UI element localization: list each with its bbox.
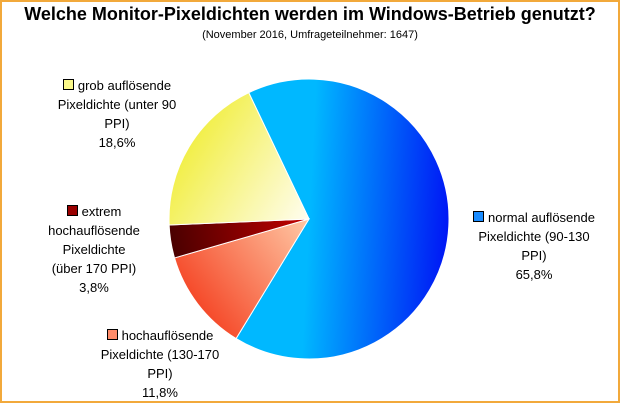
slice-value-grob: 18,6% [98, 135, 136, 150]
pie-slice-normal [235, 78, 450, 360]
slice-value-hoch: 11,8% [142, 385, 178, 400]
legend-swatch-grob [62, 79, 74, 90]
slice-value-normal: 65,8% [515, 267, 553, 282]
pie-slice-hoch [173, 218, 311, 340]
slice-value-extrem: 3,8% [79, 280, 109, 295]
pie-slice-grob [168, 91, 310, 226]
slice-label-hoch: hochauflösende Pixeldichte (130-170 PPI)… [80, 326, 240, 402]
legend-swatch-normal [473, 211, 485, 222]
slice-label-extrem: extrem hochauflösende Pixeldichte (über … [24, 202, 164, 297]
slice-label-grob: grob auflösende Pixeldichte (unter 90 PP… [42, 76, 192, 152]
slice-label-normal: normal auflösende Pixeldichte (90-130 PP… [454, 208, 614, 284]
legend-swatch-hoch [106, 329, 118, 340]
legend-swatch-extrem [66, 205, 78, 216]
chart-title: Welche Monitor-Pixeldichten werden im Wi… [24, 4, 596, 24]
chart-subtitle: (November 2016, Umfrageteilnehmer: 1647) [202, 29, 418, 41]
